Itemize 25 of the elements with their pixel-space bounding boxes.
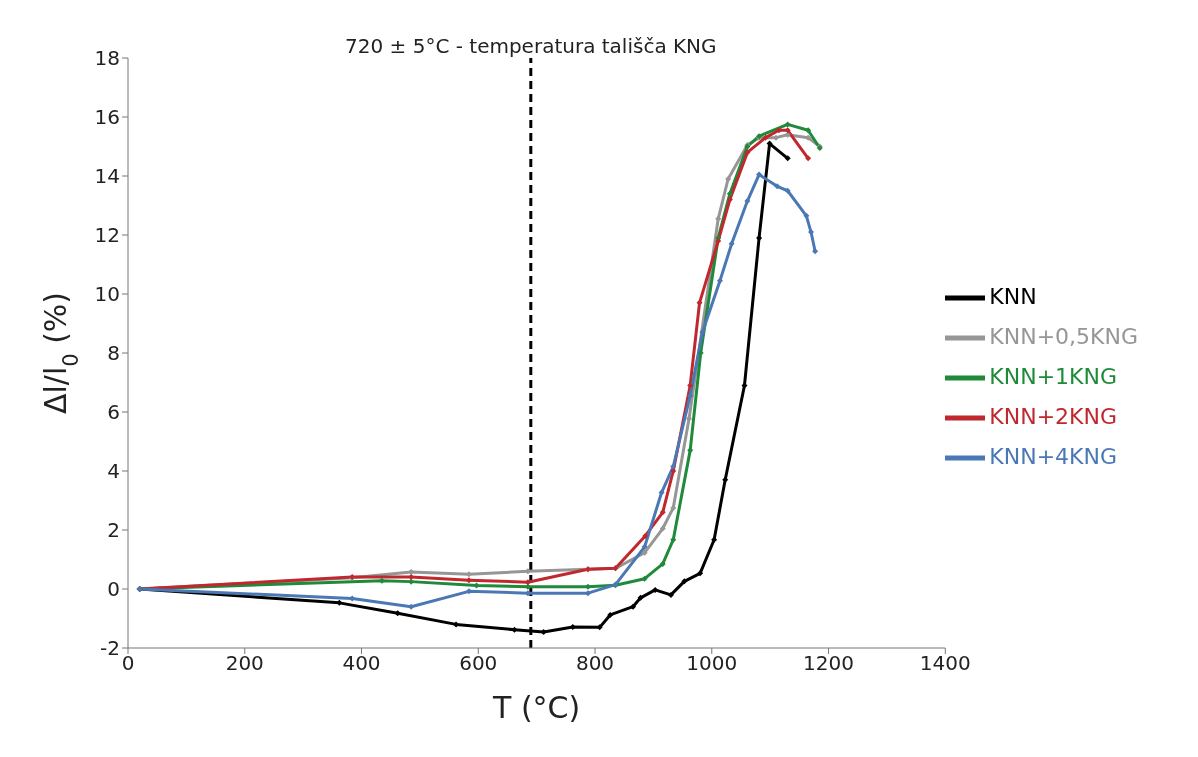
x-tick-label: 1400 xyxy=(919,651,971,676)
y-tick-label: -2 xyxy=(100,636,120,661)
y-tick-label: 18 xyxy=(94,46,120,71)
ref-line-label: 720 ± 5°C - temperatura tališča KNG xyxy=(345,34,717,58)
y-tick-label: 4 xyxy=(107,459,120,484)
y-tick-label: 0 xyxy=(107,577,120,602)
y-tick-label: 2 xyxy=(107,518,120,543)
y-tick-label: 10 xyxy=(94,282,120,307)
legend-label: KNN xyxy=(989,284,1037,309)
y-tick-label: 6 xyxy=(107,400,120,425)
y-tick-label: 14 xyxy=(94,164,120,189)
x-tick-label: 600 xyxy=(459,651,498,676)
y-tick-label: 12 xyxy=(94,223,120,248)
legend-label: KNN+0,5KNG xyxy=(989,324,1138,349)
y-tick-label: 8 xyxy=(107,341,120,366)
legend-label: KNN+2KNG xyxy=(989,404,1117,429)
x-tick-label: 1200 xyxy=(803,651,854,676)
x-tick-label: 200 xyxy=(225,651,264,676)
x-tick-label: 400 xyxy=(342,651,381,676)
x-axis-title: T (°C) xyxy=(492,690,581,725)
legend-label: KNN+1KNG xyxy=(989,364,1117,389)
y-tick-label: 16 xyxy=(94,105,120,130)
x-tick-label: 800 xyxy=(575,651,615,676)
x-tick-label: 1000 xyxy=(686,651,738,676)
legend-label: KNN+4KNG xyxy=(989,444,1117,469)
